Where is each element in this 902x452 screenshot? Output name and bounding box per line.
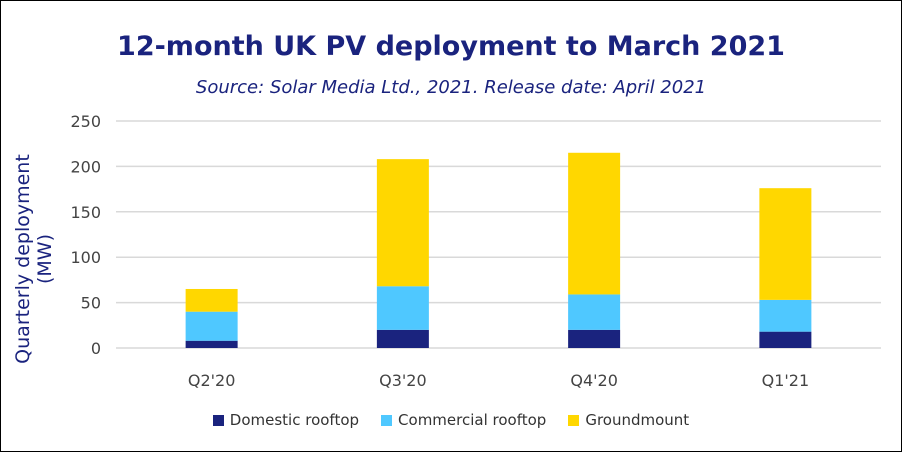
legend-swatch [212, 414, 224, 426]
x-tick-label: Q1'21 [762, 371, 810, 390]
legend-label: Domestic rooftop [229, 411, 360, 429]
bar-domestic-rooftop [568, 329, 621, 348]
bar-domestic-rooftop [759, 331, 812, 348]
legend-label: Groundmount [585, 411, 690, 429]
bar-commercial-rooftop [376, 286, 429, 330]
y-tick-label: 50 [81, 294, 101, 313]
bar-groundmount [185, 288, 238, 312]
bar-commercial-rooftop [185, 311, 238, 341]
legend-label: Commercial rooftop [398, 411, 547, 429]
legend-item: Groundmount [568, 411, 689, 429]
y-tick-label: 100 [70, 248, 101, 267]
y-tick-label: 250 [70, 112, 101, 131]
x-tick-label: Q2'20 [188, 371, 236, 390]
chart-title: 12-month UK PV deployment to March 2021 [117, 31, 785, 62]
y-tick-label: 200 [70, 157, 101, 176]
bar-domestic-rooftop [376, 329, 429, 348]
legend-item: Commercial rooftop [381, 411, 546, 429]
x-tick-label: Q3'20 [379, 371, 427, 390]
bar-groundmount [759, 188, 812, 300]
y-tick-label: 0 [91, 339, 101, 358]
chart-subtitle: Source: Solar Media Ltd., 2021. Release … [195, 77, 707, 98]
bar-groundmount [568, 152, 621, 295]
y-tick-label: 150 [70, 203, 101, 222]
legend-swatch [381, 414, 393, 426]
bar-groundmount [376, 159, 429, 287]
x-tick-label: Q4'20 [570, 371, 618, 390]
bar-commercial-rooftop [759, 299, 812, 332]
legend-item: Domestic rooftop [212, 411, 360, 429]
legend-swatch [568, 414, 580, 426]
legend: Domestic rooftop Commercial rooftop Ground… [1, 411, 901, 429]
bar-domestic-rooftop [185, 340, 238, 348]
bar-commercial-rooftop [568, 294, 621, 330]
